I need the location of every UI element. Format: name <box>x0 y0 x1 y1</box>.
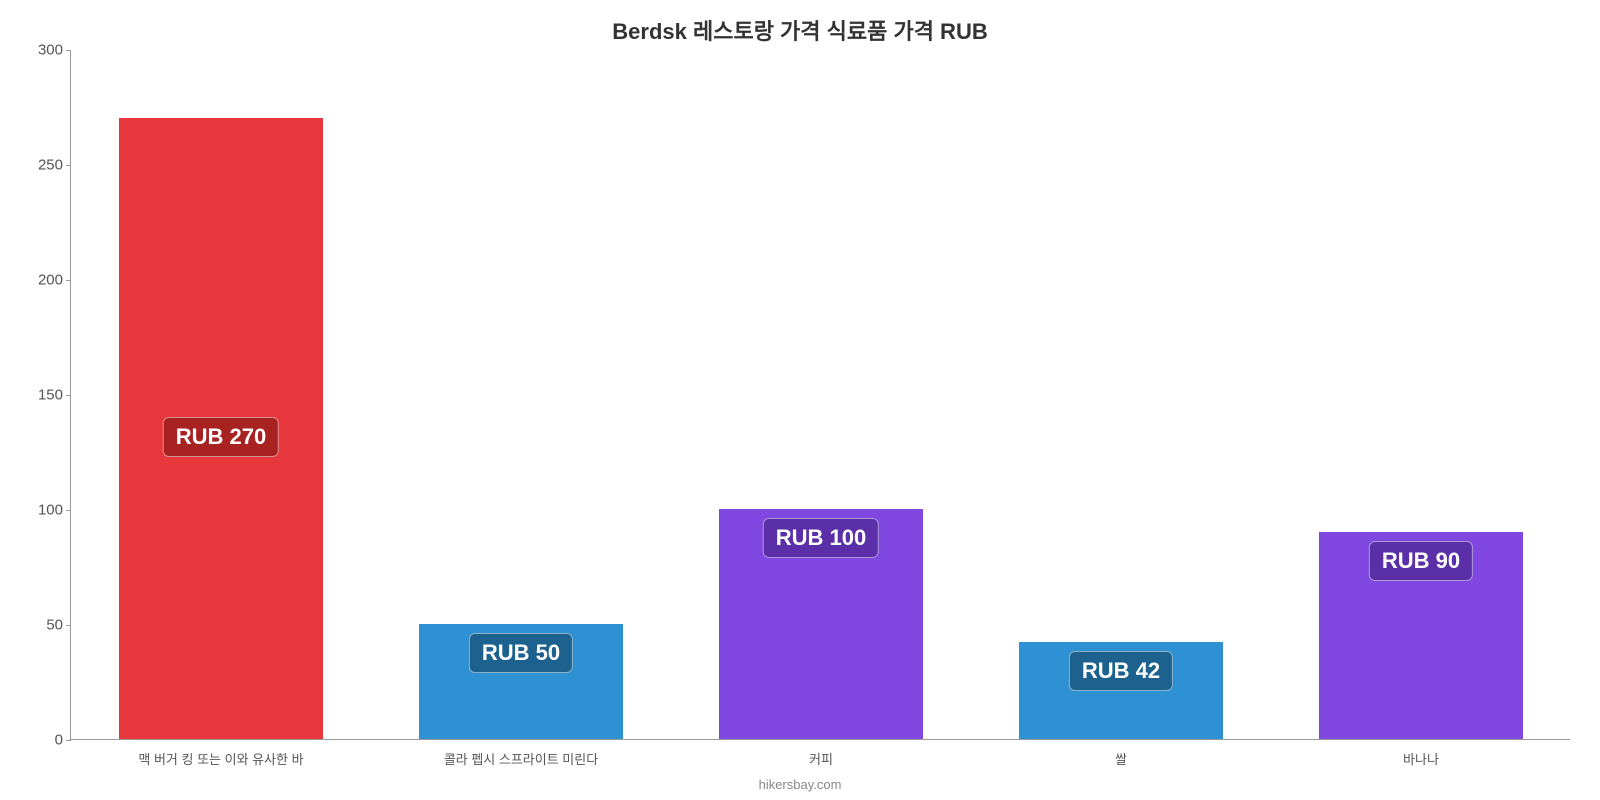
value-badge: RUB 50 <box>469 633 573 673</box>
x-category-label: 콜라 펩시 스프라이트 미린다 <box>444 739 598 768</box>
y-tick-mark <box>66 740 71 741</box>
x-category-label: 바나나 <box>1403 739 1439 768</box>
y-tick-mark <box>66 280 71 281</box>
attribution-text: hikersbay.com <box>0 777 1600 792</box>
x-category-label: 커피 <box>809 739 833 768</box>
x-category-label: 맥 버거 킹 또는 이와 유사한 바 <box>138 739 303 768</box>
value-badge: RUB 100 <box>763 518 879 558</box>
y-tick-mark <box>66 50 71 51</box>
value-badge: RUB 270 <box>163 417 279 457</box>
value-badge: RUB 42 <box>1069 651 1173 691</box>
chart-title: Berdsk 레스토랑 가격 식료품 가격 RUB <box>0 14 1600 46</box>
y-tick-mark <box>66 395 71 396</box>
y-tick-mark <box>66 625 71 626</box>
value-badge: RUB 90 <box>1369 541 1473 581</box>
y-tick-mark <box>66 510 71 511</box>
x-category-label: 쌀 <box>1115 739 1127 768</box>
chart-container: Berdsk 레스토랑 가격 식료품 가격 RUB 05010015020025… <box>0 0 1600 800</box>
plot-area: 050100150200250300RUB 270맥 버거 킹 또는 이와 유사… <box>70 50 1570 740</box>
y-tick-mark <box>66 165 71 166</box>
